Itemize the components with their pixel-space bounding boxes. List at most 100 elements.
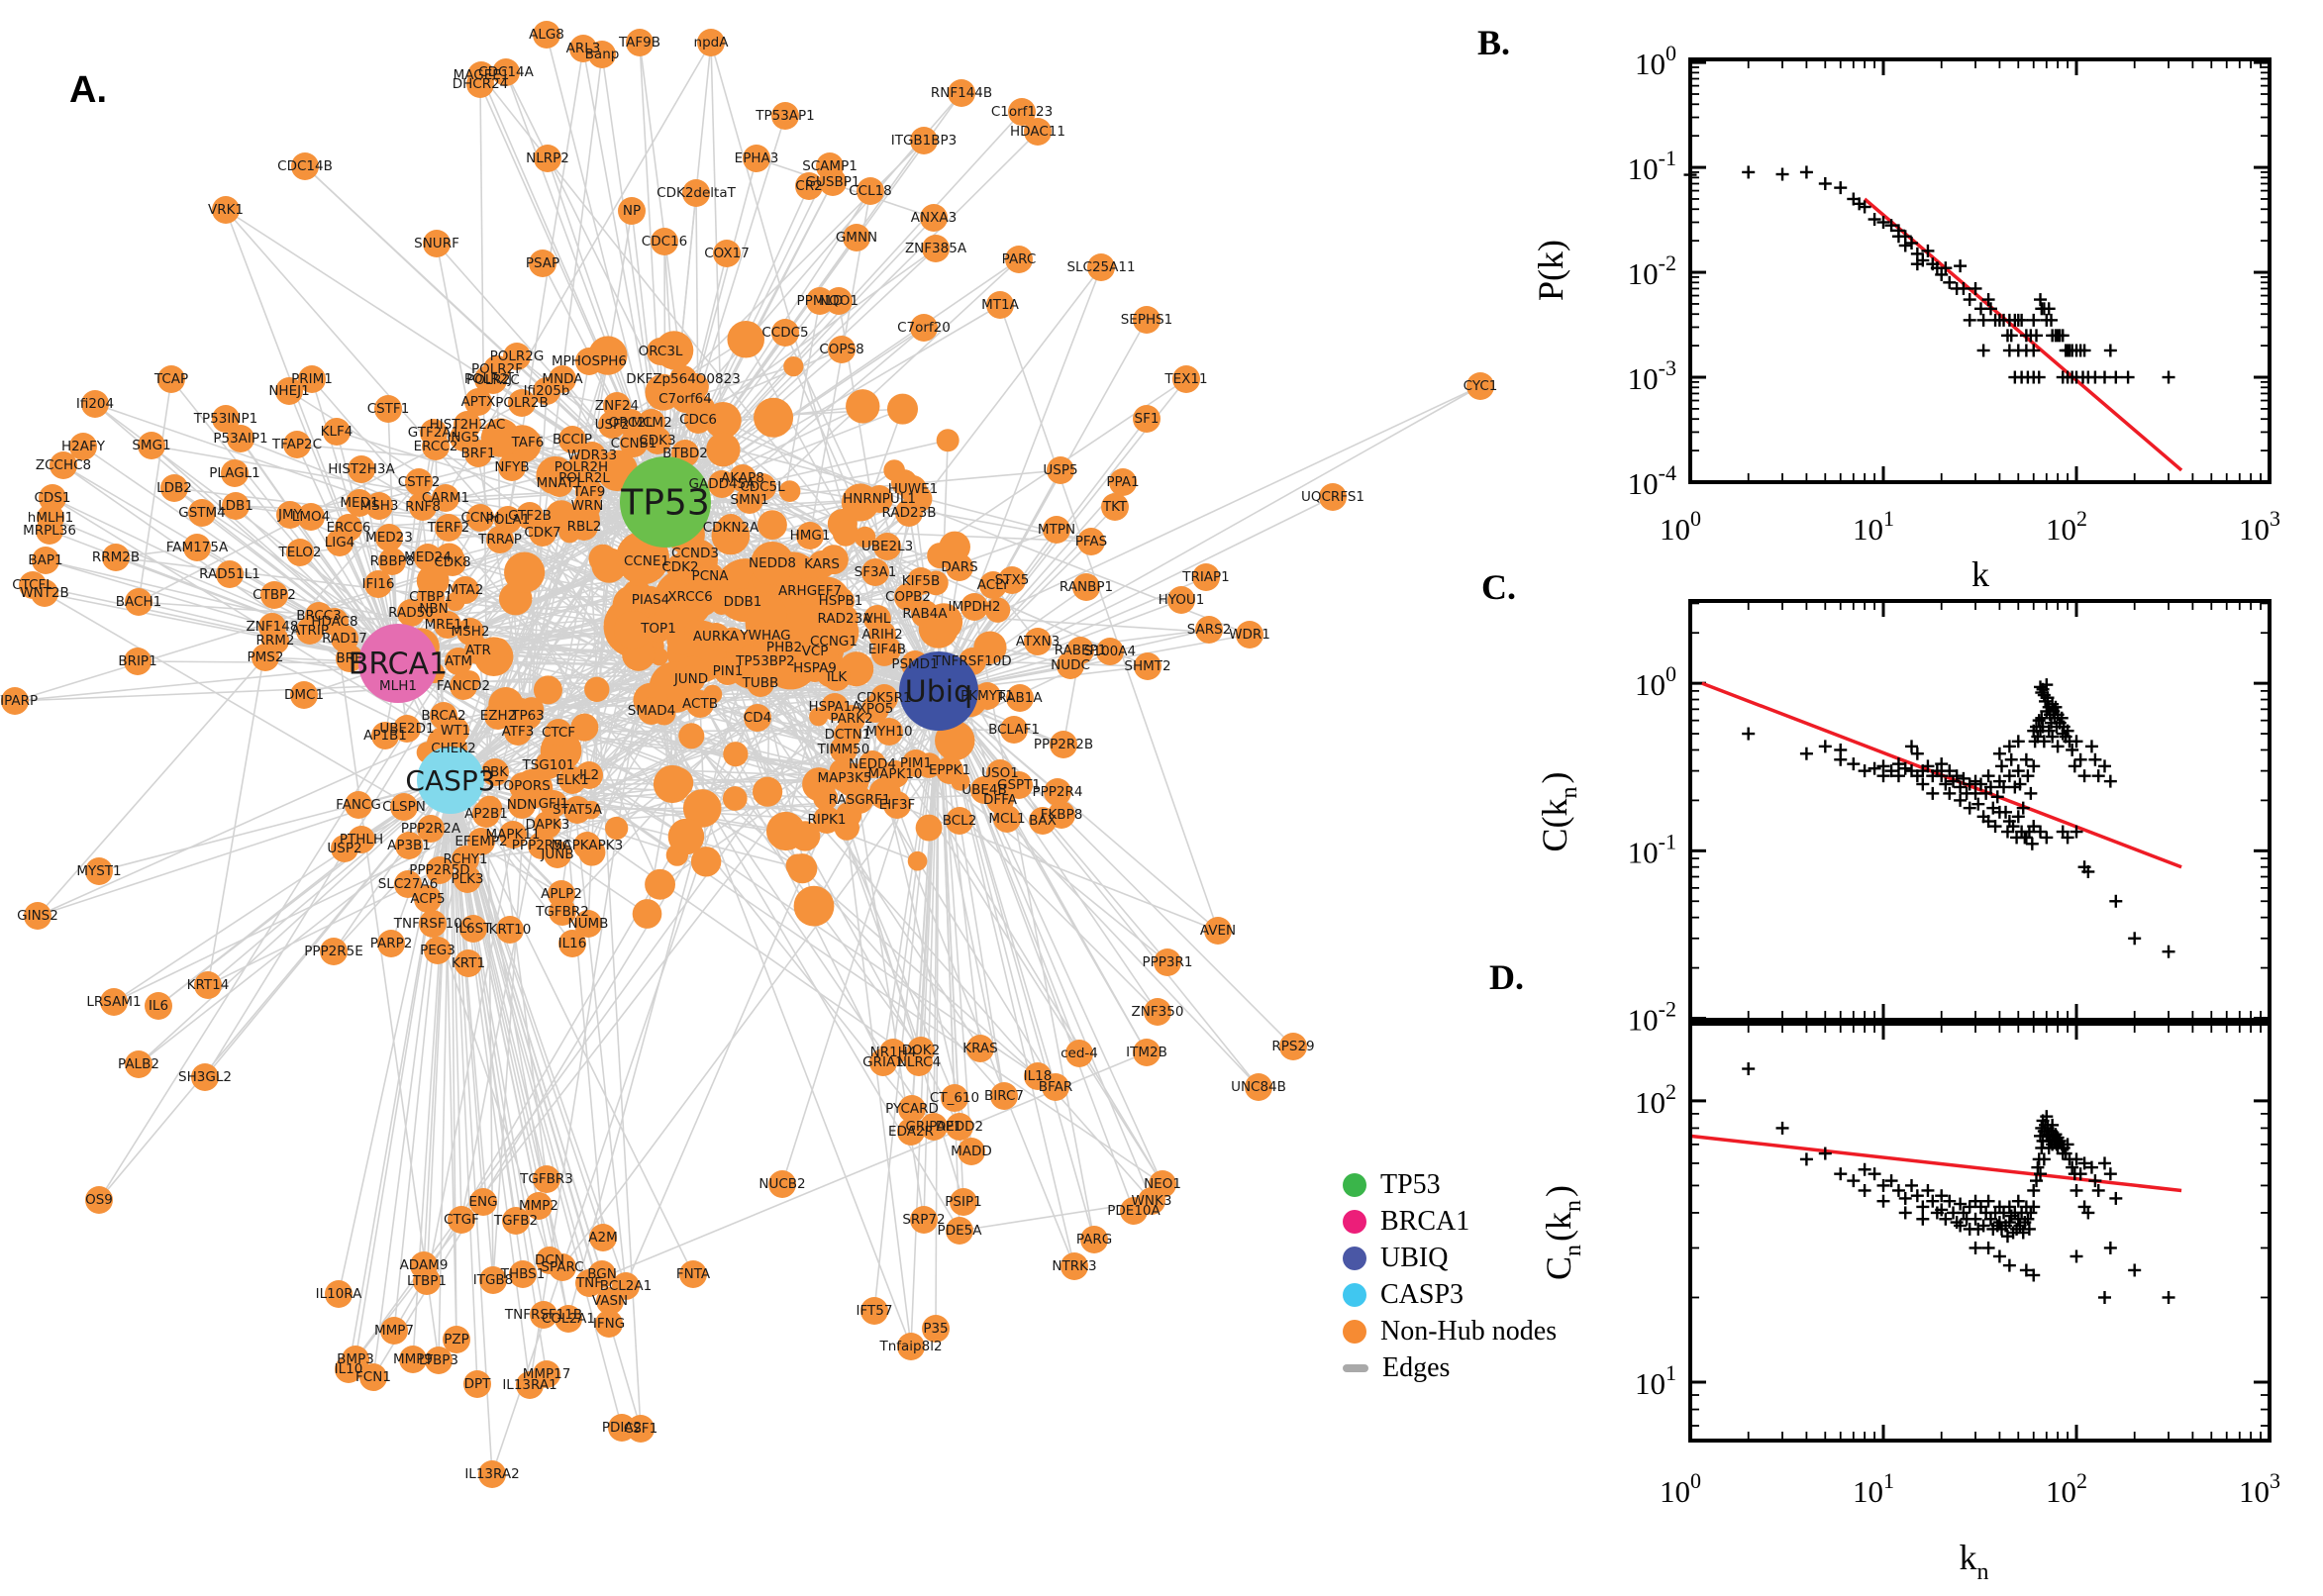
network-node [861,558,889,586]
node-label: Ifi205b [524,383,570,399]
node-label: IL13RA2 [464,1466,519,1482]
node-label: TCAP [153,371,188,387]
node-label: RAD23A [818,611,873,627]
node-label: BRF1 [461,446,496,461]
network-node [85,1186,113,1214]
node-label: POLR2C [466,372,520,388]
node-label: MCL1 [988,811,1025,827]
network-node [754,397,794,438]
network-node [682,179,710,207]
network-node [390,793,418,821]
hub-label-brca1: BRCA1 [349,648,449,682]
node-label: CCDC5 [761,325,808,341]
tick-label: 10-4 [1628,460,1676,501]
network-node [183,534,211,561]
network-node [393,715,421,743]
network-node [508,791,536,819]
network-node [498,453,526,481]
node-label: CCNH [460,510,499,526]
network-node [843,224,870,251]
node-label: ALG8 [529,27,564,43]
y-axis-label: C(kn ) [1535,771,1582,851]
network-node [426,856,454,884]
network-node [686,690,714,718]
network-node [481,758,509,786]
node-label: PFAS [1075,534,1107,549]
node-label: TOP1 [640,621,676,637]
network-node [533,1165,560,1193]
node-label: MMP9 [393,1351,433,1367]
network-node [620,430,648,457]
network-node [960,593,988,621]
node-label: RIPK1 [808,812,847,828]
network-node [647,338,674,365]
node-label: HIST2H3A [328,461,395,477]
network-node [409,493,437,521]
edge [959,1200,1153,1232]
edge [586,564,610,847]
network-node [414,544,442,571]
network-node [221,459,249,487]
node-label: PSIP1 [945,1194,981,1210]
network-node [570,713,599,742]
node-label: FANCG [336,797,381,813]
node-label: CDC5L [740,479,785,495]
network-node [727,320,765,358]
network-node [865,485,893,513]
node-label: RRM2B [92,549,140,565]
tick-label: 10-1 [1628,146,1676,186]
network-node [679,1260,707,1288]
node-label: RBL2 [567,519,602,535]
network-node [525,1192,553,1220]
network-node [371,722,399,749]
node-label: TIPARP [0,693,38,709]
node-label: BAX [1029,813,1057,829]
network-node [752,648,779,675]
network-node [1060,1252,1088,1280]
network-node [290,681,318,709]
network-node [227,425,254,452]
legend: TP53 BRCA1 UBIQ CASP3 Non-Hub nodes Edge… [1343,1166,1557,1386]
network-node [502,1207,530,1235]
network-node [830,736,858,763]
node-label: COPS8 [819,342,863,357]
node-label: HDAC11 [1010,124,1065,140]
network-node [612,1272,640,1300]
network-node [993,805,1021,833]
node-label: MNDA [542,371,583,387]
network-node [588,41,616,68]
node-label: VASN [592,1293,628,1309]
network-node [348,455,375,483]
edge [234,472,399,664]
network-node [509,1260,537,1288]
node-label: JUND [673,671,708,687]
node-label: TAF9B [618,35,660,50]
node-label: MED1 [340,495,378,511]
node-label: GRIA1 [862,1054,904,1070]
legend-item-tp53: TP53 [1343,1166,1557,1203]
node-label: IMPDH2 [949,599,1001,615]
edge [938,690,1294,1047]
network-node [708,470,736,498]
network-node [626,29,654,56]
network-node [275,377,303,405]
node-label: PBK [482,764,509,780]
edge [973,606,1095,1241]
node-label: COX17 [704,246,750,261]
node-label: RAB1A [997,690,1043,706]
tick-label: 100 [1635,41,1676,81]
network-node [747,669,774,697]
node-label: MED23 [365,530,413,546]
network-node [375,524,403,551]
node-label: TGFBR3 [519,1171,573,1187]
legend-item-label: BRCA1 [1380,1205,1470,1237]
network-node [861,695,889,723]
tick-label: 101 [1853,1468,1894,1509]
node-label: BCL2 [943,813,977,829]
network-node [936,756,963,784]
network-node [394,870,422,898]
plot-frame [1688,599,2272,1022]
panel-a-label: A. [69,69,107,111]
nonhub-swatch-icon [1343,1319,1366,1344]
edge [938,690,1260,1088]
